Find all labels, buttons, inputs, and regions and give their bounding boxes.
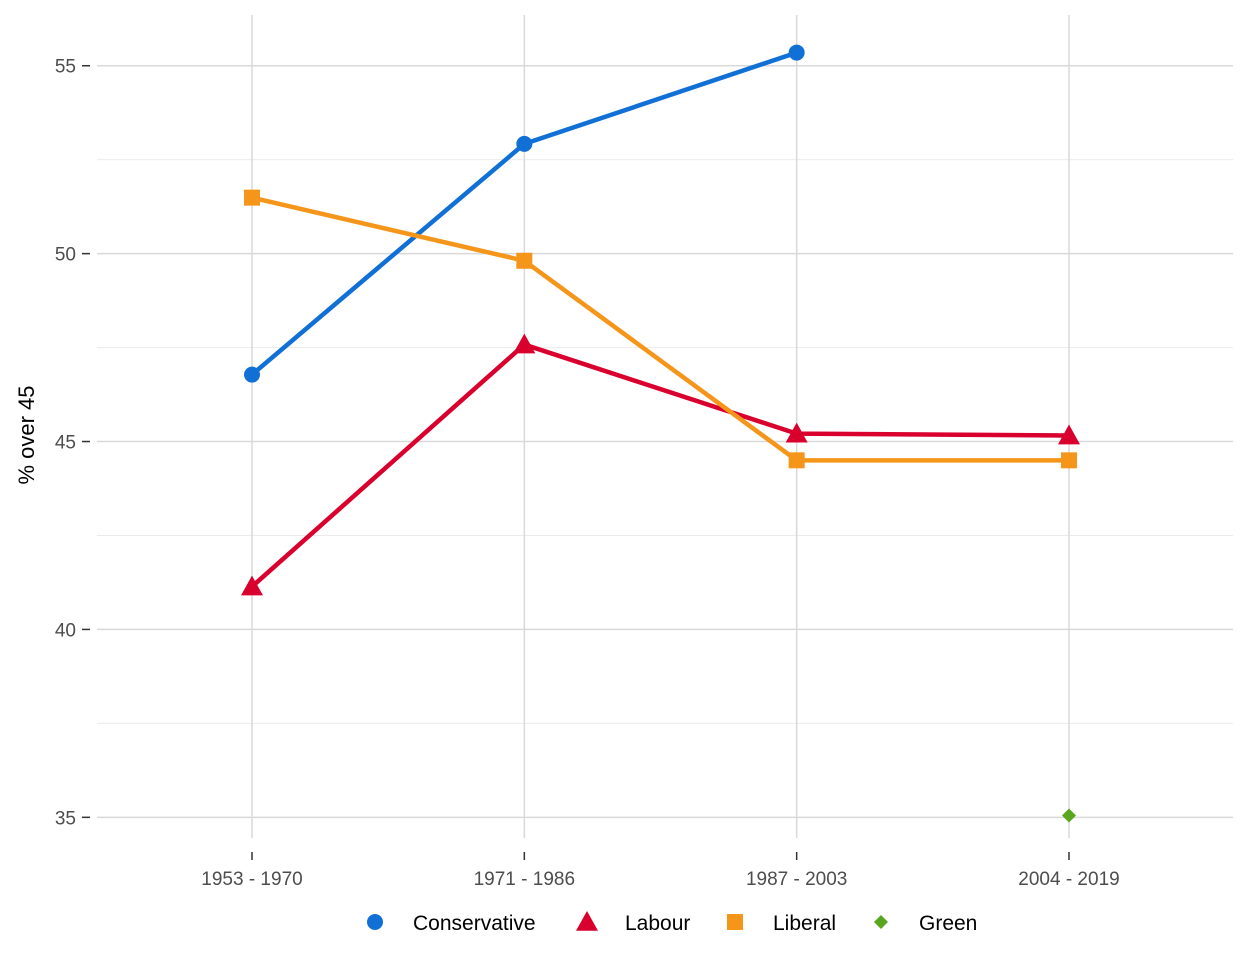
liberal-line [251, 195, 1069, 463]
green-legend-label: Green [919, 912, 977, 935]
liberal-point [788, 452, 805, 469]
y-tick-label: 35 [55, 808, 76, 829]
labour-legend-key [576, 911, 598, 931]
green-point [1062, 808, 1076, 823]
y-tick-label: 50 [55, 245, 76, 266]
labour-point [1058, 424, 1080, 445]
conservative-point [244, 366, 260, 383]
labour-legend-label: Labour [625, 912, 690, 935]
x-tick-label: 1953 - 1970 [201, 869, 302, 890]
liberal-point [516, 252, 533, 269]
conservative-legend-label: Conservative [413, 912, 536, 935]
y-tick-label: 45 [55, 433, 76, 454]
y-tick-label: 40 [55, 620, 76, 641]
conservative-point [788, 44, 805, 61]
liberal-point [244, 189, 260, 206]
x-tick-label: 1971 - 1986 [474, 869, 575, 890]
y-axis-label: % over 45 [14, 385, 39, 484]
x-tick-label: 2004 - 2019 [1018, 869, 1119, 890]
labour-line [250, 342, 1070, 589]
liberal-legend-key [727, 914, 743, 930]
labour-point [513, 333, 536, 354]
x-tick-label: 1987 - 2003 [746, 869, 847, 890]
legend: Conservative Labour Liberal Green [367, 911, 977, 935]
liberal-legend-label: Liberal [773, 912, 836, 935]
conservative-legend-key [367, 914, 383, 930]
green-legend-key [874, 915, 888, 929]
y-tick-label: 55 [55, 57, 76, 78]
labour-point [785, 422, 808, 443]
labour-point [241, 575, 263, 596]
conservative-point [516, 135, 533, 152]
liberal-point [1061, 452, 1077, 469]
